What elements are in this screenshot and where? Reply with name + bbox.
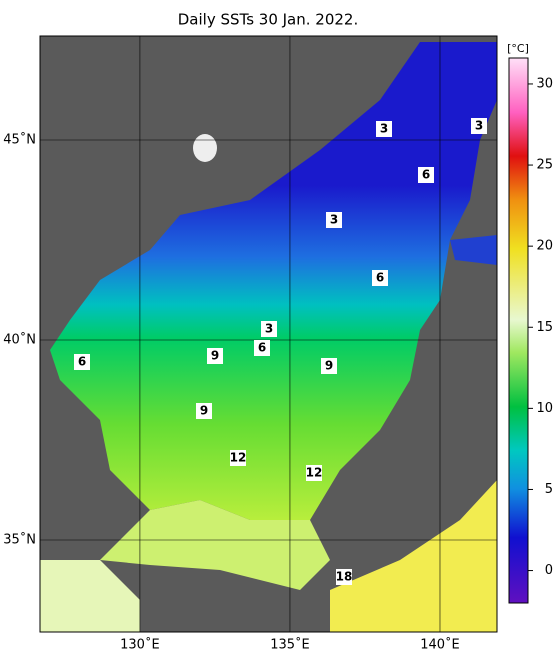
colorbar-unit: [°C] (507, 42, 529, 55)
sakhalin-gulf (450, 235, 497, 265)
lon-tick-label: 140˚E (420, 637, 460, 653)
contour-label: 3 (380, 122, 388, 136)
contour-label-box (196, 403, 212, 419)
lat-tick-label: 35˚N (3, 532, 36, 548)
contour-label-box (372, 270, 388, 286)
japan-sea (50, 42, 497, 520)
lat-tick-label: 40˚N (3, 332, 36, 348)
contour-label-box (321, 358, 337, 374)
colorbar-tick-label: 15 (536, 320, 553, 335)
contour-label-box (207, 348, 223, 364)
colorbar-tick-label: 5 (545, 482, 553, 497)
contour-label: 3 (265, 322, 273, 336)
contour-label: 18 (336, 570, 353, 584)
contour-label: 6 (422, 168, 430, 182)
contour-label: 3 (330, 213, 338, 227)
lake (193, 134, 217, 162)
contour-label-box (74, 354, 90, 370)
lon-tick-label: 130˚E (120, 637, 160, 653)
colorbar-tick-label: 20 (536, 239, 553, 254)
contour-label-box (261, 321, 277, 337)
contour-label: 12 (306, 466, 323, 480)
contour-label: 6 (78, 355, 86, 369)
contour-label-box (471, 118, 487, 134)
colorbar-tick-label: 10 (536, 401, 553, 416)
title: Daily SSTs 30 Jan. 2022. (178, 11, 358, 29)
pacific (330, 480, 497, 632)
lon-tick-label: 135˚E (270, 637, 310, 653)
tsushima-strait (100, 500, 330, 590)
contour-label: 9 (325, 359, 333, 373)
contour-label-box (254, 340, 270, 356)
contour-label-box (376, 121, 392, 137)
contour-label-box (230, 450, 246, 466)
contour-label-box (306, 465, 322, 481)
lat-tick-label: 45˚N (3, 132, 36, 148)
colorbar (508, 57, 529, 604)
colorbar-tick-label: 0 (545, 563, 553, 578)
contour-label: 12 (230, 451, 247, 465)
contour-label-box (418, 167, 434, 183)
contour-label-box (336, 569, 352, 585)
contour-label: 3 (475, 119, 483, 133)
map-frame (39, 35, 498, 633)
colorbar-tick-label: 30 (536, 76, 553, 91)
east-china-sea (40, 560, 140, 632)
colorbar-tick-label: 25 (536, 158, 553, 173)
contour-label: 6 (258, 341, 266, 355)
contour-label: 9 (211, 349, 219, 363)
contour-label: 9 (200, 404, 208, 418)
contour-label: 6 (376, 271, 384, 285)
contour-label-box (326, 212, 342, 228)
